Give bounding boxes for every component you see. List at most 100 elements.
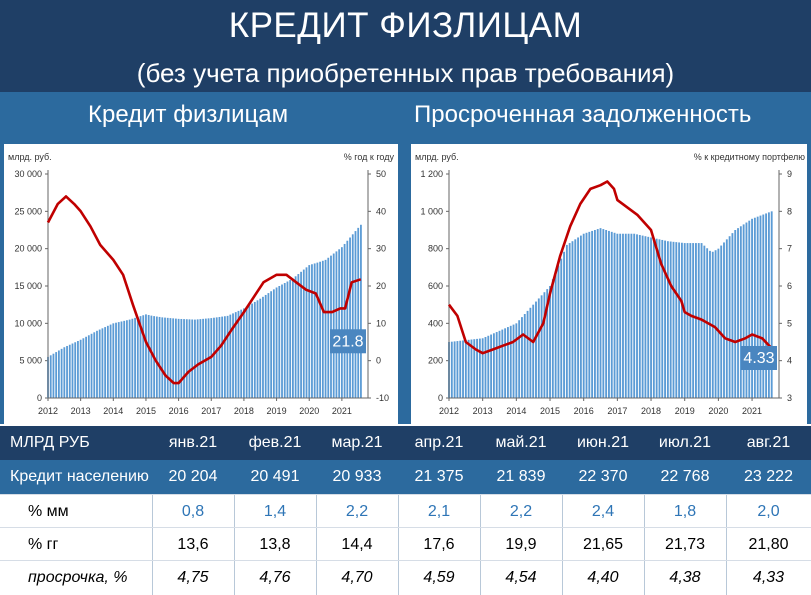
bar xyxy=(360,224,362,398)
bar xyxy=(172,318,175,398)
table-cell: 21,80 xyxy=(748,535,789,553)
column-header: фев.21 xyxy=(248,434,302,451)
bar xyxy=(602,229,605,398)
table-cell: 2,2 xyxy=(509,502,533,520)
table-header-label: МЛРД РУБ xyxy=(10,434,90,451)
bar xyxy=(313,263,316,398)
bar xyxy=(725,239,728,398)
table-cell: 22 768 xyxy=(660,468,710,485)
bar xyxy=(641,235,644,398)
bar xyxy=(507,327,509,398)
bar xyxy=(745,222,748,398)
bar xyxy=(728,236,731,398)
left-axis-unit: млрд. руб. xyxy=(415,152,459,162)
bar xyxy=(762,214,765,398)
column-divider xyxy=(152,561,153,595)
bar xyxy=(636,234,638,398)
bar xyxy=(221,316,224,398)
column-divider xyxy=(644,528,645,561)
table-cell: 20 933 xyxy=(332,468,382,485)
bar xyxy=(297,274,300,398)
table-cell: 1,4 xyxy=(263,502,287,520)
table-cell: 2,2 xyxy=(345,502,369,520)
bar xyxy=(582,233,585,398)
table-cell: 4,38 xyxy=(669,569,701,586)
bar xyxy=(742,224,745,398)
right-tick-label: 9 xyxy=(787,169,792,179)
bar xyxy=(627,233,630,398)
header-banner: КРЕДИТ ФИЗЛИЦАМ (без учета приобретенных… xyxy=(0,0,811,92)
left-tick-label: 5 000 xyxy=(19,356,42,366)
last-value-box xyxy=(330,329,366,354)
bar xyxy=(327,257,330,398)
left-tick-label: 15 000 xyxy=(14,281,42,291)
bar xyxy=(267,293,270,398)
x-tick-label: 2017 xyxy=(201,406,221,416)
bar xyxy=(109,324,112,398)
bar xyxy=(467,339,470,398)
bar xyxy=(123,320,126,398)
bar xyxy=(161,317,164,398)
table-row: Кредит населению 20 204 20 491 20 933 21 375… xyxy=(0,460,811,494)
bar xyxy=(194,319,196,398)
bar xyxy=(183,319,185,398)
x-tick-label: 2015 xyxy=(540,406,560,416)
bar xyxy=(300,271,302,398)
left-tick-label: 0 xyxy=(37,393,42,403)
table-cell: 22 370 xyxy=(578,468,628,485)
bar xyxy=(283,283,286,398)
bar xyxy=(512,324,515,398)
table-row: % мм 0,8 1,4 2,2 2,1 2,2 2,4 1,8 2,0 xyxy=(0,494,811,528)
bar xyxy=(459,340,462,398)
x-tick-label: 2012 xyxy=(439,406,459,416)
bar xyxy=(473,339,476,398)
right-chart-title: Просроченная задолженность xyxy=(414,101,752,128)
bar xyxy=(120,321,123,398)
bar xyxy=(596,229,599,398)
table-cell: 4,70 xyxy=(341,569,373,586)
bar xyxy=(248,305,251,398)
table-cell: 21,73 xyxy=(664,535,706,553)
bar xyxy=(484,337,487,398)
column-header: мар.21 xyxy=(331,434,383,451)
bar xyxy=(52,353,55,398)
bar xyxy=(349,237,351,398)
bar xyxy=(714,250,717,398)
bar xyxy=(251,303,253,398)
x-tick-label: 2021 xyxy=(742,406,762,416)
column-divider xyxy=(398,495,399,528)
column-divider xyxy=(562,495,563,528)
bar xyxy=(683,243,686,398)
credit-chart: млрд. руб. % год к году 0 5 000 10 000 15 000… xyxy=(8,152,394,416)
bar xyxy=(289,280,292,398)
column-divider xyxy=(562,561,563,595)
left-tick-label: 400 xyxy=(428,318,443,328)
bar xyxy=(608,230,610,398)
x-tick-label: 2020 xyxy=(708,406,728,416)
bar xyxy=(540,295,543,398)
bar xyxy=(82,338,85,398)
left-tick-label: 20 000 xyxy=(14,244,42,254)
table-cell: 2,0 xyxy=(757,502,780,520)
right-tick-label: -10 xyxy=(376,393,389,403)
bar xyxy=(57,350,60,398)
x-tick-label: 2014 xyxy=(506,406,526,416)
bar xyxy=(324,259,327,398)
bar xyxy=(218,316,221,398)
column-divider xyxy=(316,561,317,595)
bar xyxy=(340,247,343,398)
bar xyxy=(142,315,145,398)
last-value-badge: 21.8 xyxy=(330,329,366,354)
table-cell: 23 222 xyxy=(744,468,793,485)
left-chart-container: млрд. руб. % год к году 0 5 000 10 000 15 000… xyxy=(4,144,398,424)
right-tick-label: 7 xyxy=(787,244,792,254)
bar xyxy=(292,278,294,398)
bar xyxy=(174,318,177,398)
bar xyxy=(338,249,341,398)
bar xyxy=(633,233,636,398)
bar xyxy=(571,241,574,398)
bar xyxy=(185,319,188,398)
bar xyxy=(234,312,237,398)
right-chart-container: млрд. руб. % к кредитному портфелю 0 200 400… xyxy=(411,144,807,424)
bar xyxy=(655,238,658,398)
